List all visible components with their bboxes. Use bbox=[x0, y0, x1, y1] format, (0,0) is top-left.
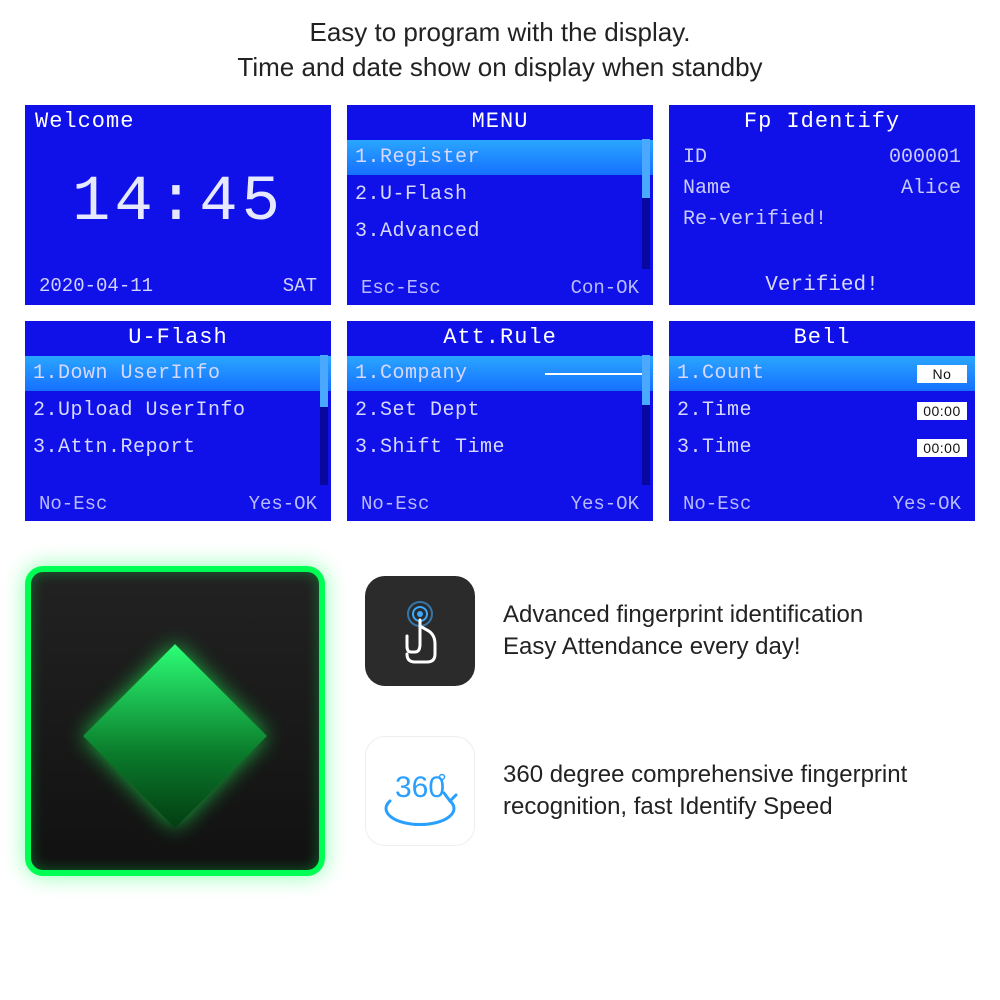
attrule-item-company[interactable]: 1.Company bbox=[347, 356, 653, 391]
name-value: Alice bbox=[901, 177, 961, 200]
bell-footer-left: No-Esc bbox=[683, 493, 751, 515]
screen-attrule: Att.Rule 1.Company 2.Set Dept 3.Shift Ti… bbox=[347, 321, 653, 521]
uflash-rows: 1.Down UserInfo 2.Upload UserInfo 3.Attn… bbox=[25, 352, 331, 489]
attrule-item-dept[interactable]: 2.Set Dept bbox=[347, 393, 653, 428]
menu-footer-right: Con-OK bbox=[571, 277, 639, 299]
id-label: ID bbox=[683, 146, 707, 169]
screen-welcome: Welcome 14:45 2020-04-11 SAT bbox=[25, 105, 331, 305]
uflash-item-report[interactable]: 3.Attn.Report bbox=[25, 430, 331, 465]
menu-footer-left: Esc-Esc bbox=[361, 277, 441, 299]
bell-footer: No-Esc Yes-OK bbox=[669, 489, 975, 521]
fingerprint-sensor bbox=[25, 566, 325, 876]
rotate-360-icon: 360 bbox=[365, 736, 475, 846]
feature1-line1: Advanced fingerprint identification bbox=[503, 599, 863, 631]
bell-time2-value[interactable]: 00:00 bbox=[917, 439, 967, 457]
attrule-title: Att.Rule bbox=[347, 321, 653, 352]
menu-scrollbar[interactable] bbox=[642, 139, 650, 269]
bell-item-time2[interactable]: 3.Time 00:00 bbox=[669, 430, 975, 465]
date-row: 2020-04-11 SAT bbox=[25, 269, 331, 305]
uflash-footer-left: No-Esc bbox=[39, 493, 107, 515]
id-value: 000001 bbox=[889, 146, 961, 169]
identify-rows: ID 000001 Name Alice Re-verified! bbox=[669, 136, 975, 268]
headline: Easy to program with the display. Time a… bbox=[25, 15, 975, 85]
clock-area: 14:45 bbox=[25, 136, 331, 269]
welcome-title: Welcome bbox=[25, 105, 331, 136]
sensor-prism bbox=[83, 644, 267, 828]
feature2-line1: 360 degree comprehensive fingerprint bbox=[503, 759, 907, 791]
day-value: SAT bbox=[283, 275, 317, 297]
identify-id-row: ID 000001 bbox=[683, 146, 961, 169]
headline-line2: Time and date show on display when stand… bbox=[25, 50, 975, 85]
feature-360-text: 360 degree comprehensive fingerprint rec… bbox=[503, 759, 907, 824]
screen-bell: Bell 1.Count No 2.Time 00:00 3.Time 00:0… bbox=[669, 321, 975, 521]
screen-identify: Fp Identify ID 000001 Name Alice Re-veri… bbox=[669, 105, 975, 305]
uflash-title: U-Flash bbox=[25, 321, 331, 352]
screens-grid: Welcome 14:45 2020-04-11 SAT MENU 1.Regi… bbox=[25, 105, 975, 521]
bell-title: Bell bbox=[669, 321, 975, 352]
bell-count-value[interactable]: No bbox=[917, 365, 967, 383]
menu-item-uflash[interactable]: 2.U-Flash bbox=[347, 177, 653, 212]
identify-title: Fp Identify bbox=[669, 105, 975, 136]
attrule-scrollbar[interactable] bbox=[642, 355, 650, 485]
menu-item-advanced[interactable]: 3.Advanced bbox=[347, 214, 653, 249]
screen-uflash: U-Flash 1.Down UserInfo 2.Upload UserInf… bbox=[25, 321, 331, 521]
attrule-footer-left: No-Esc bbox=[361, 493, 429, 515]
bell-footer-right: Yes-OK bbox=[893, 493, 961, 515]
feature2-line2: recognition, fast Identify Speed bbox=[503, 791, 907, 823]
uflash-footer-right: Yes-OK bbox=[249, 493, 317, 515]
date-value: 2020-04-11 bbox=[39, 275, 153, 297]
attrule-item-shift[interactable]: 3.Shift Time bbox=[347, 430, 653, 465]
attrule-footer-right: Yes-OK bbox=[571, 493, 639, 515]
menu-title: MENU bbox=[347, 105, 653, 136]
verified-bar: Verified! bbox=[669, 268, 975, 305]
name-label: Name bbox=[683, 177, 731, 200]
uflash-footer: No-Esc Yes-OK bbox=[25, 489, 331, 521]
feature-360: 360 360 degree comprehensive fingerprint… bbox=[365, 736, 975, 846]
bell-item-time1[interactable]: 2.Time 00:00 bbox=[669, 393, 975, 428]
headline-line1: Easy to program with the display. bbox=[25, 15, 975, 50]
label-360: 360 bbox=[395, 771, 445, 804]
menu-footer: Esc-Esc Con-OK bbox=[347, 273, 653, 305]
uflash-item-upload[interactable]: 2.Upload UserInfo bbox=[25, 393, 331, 428]
touch-icon bbox=[365, 576, 475, 686]
bell-time1-value[interactable]: 00:00 bbox=[917, 402, 967, 420]
attrule-rows: 1.Company 2.Set Dept 3.Shift Time bbox=[347, 352, 653, 489]
bell-rows: 1.Count No 2.Time 00:00 3.Time 00:00 bbox=[669, 352, 975, 489]
feature-touch-text: Advanced fingerprint identification Easy… bbox=[503, 599, 863, 664]
company-input[interactable] bbox=[545, 373, 645, 375]
bell-item-count[interactable]: 1.Count No bbox=[669, 356, 975, 391]
feature1-line2: Easy Attendance every day! bbox=[503, 631, 863, 663]
menu-rows: 1.Register 2.U-Flash 3.Advanced bbox=[347, 136, 653, 273]
feature-touch: Advanced fingerprint identification Easy… bbox=[365, 576, 975, 686]
screen-menu: MENU 1.Register 2.U-Flash 3.Advanced Esc… bbox=[347, 105, 653, 305]
features-section: Advanced fingerprint identification Easy… bbox=[25, 566, 975, 876]
clock-time: 14:45 bbox=[72, 167, 284, 239]
uflash-item-down[interactable]: 1.Down UserInfo bbox=[25, 356, 331, 391]
menu-item-register[interactable]: 1.Register bbox=[347, 140, 653, 175]
attrule-footer: No-Esc Yes-OK bbox=[347, 489, 653, 521]
identify-status: Re-verified! bbox=[683, 208, 961, 231]
feature-list: Advanced fingerprint identification Easy… bbox=[365, 566, 975, 846]
uflash-scrollbar[interactable] bbox=[320, 355, 328, 485]
identify-name-row: Name Alice bbox=[683, 177, 961, 200]
